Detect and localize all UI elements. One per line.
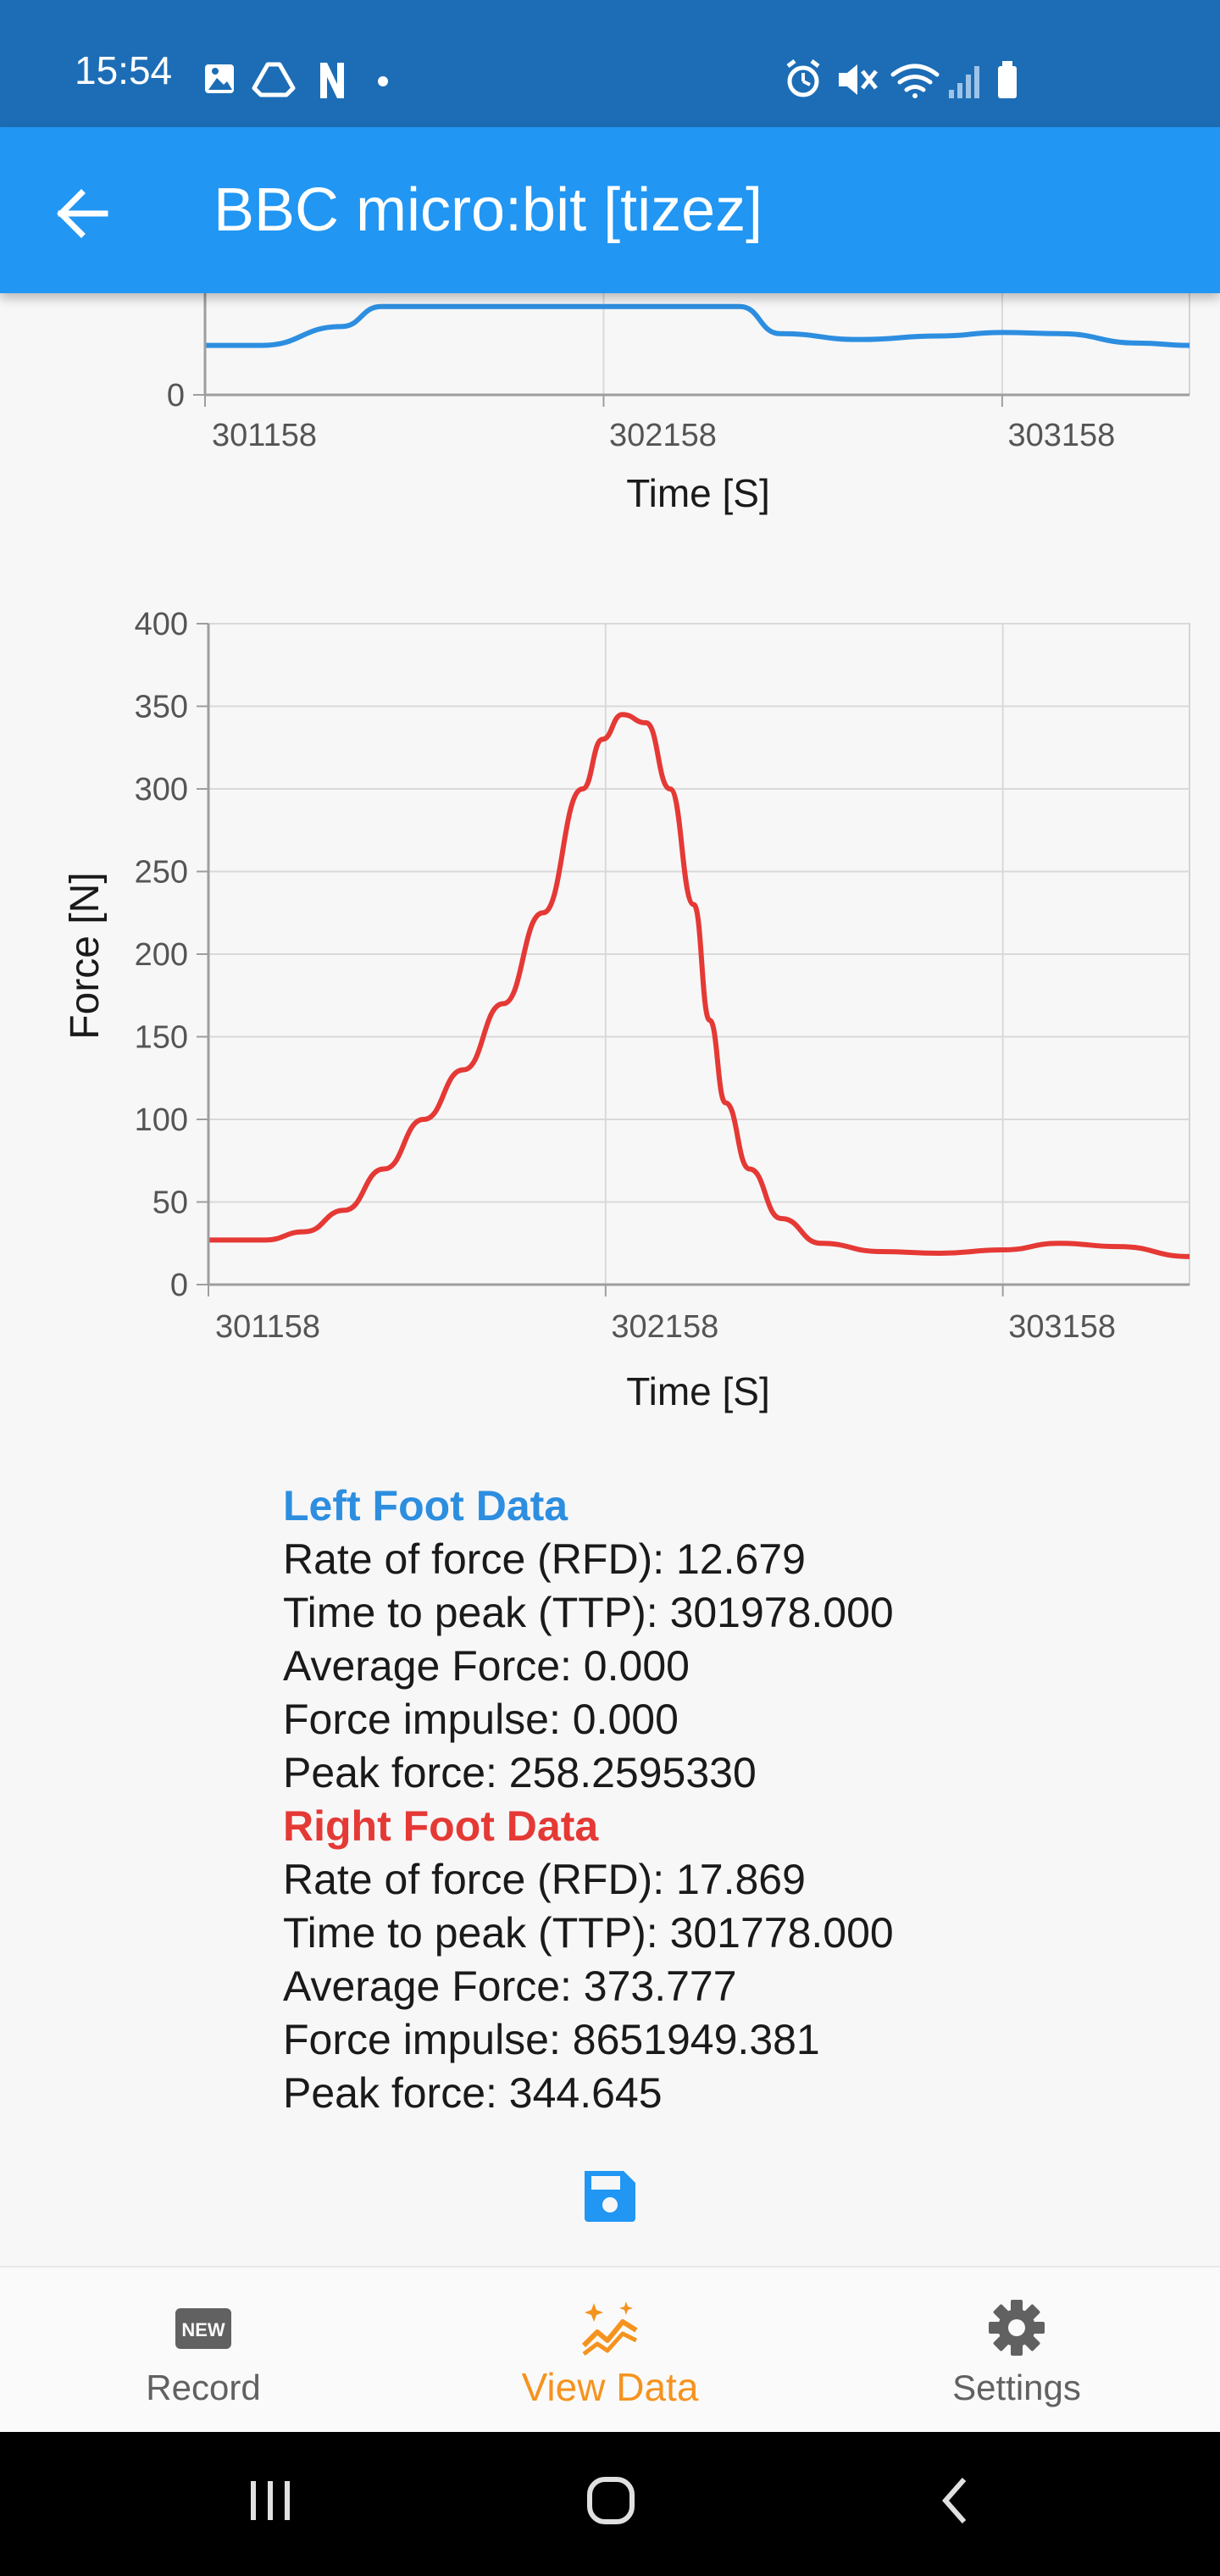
- right-average-force: Average Force: 373.777: [283, 1963, 737, 2010]
- back-button[interactable]: [49, 180, 117, 247]
- svg-text:NEW: NEW: [181, 2319, 225, 2340]
- status-right-icons: [786, 59, 1017, 98]
- nav-view-data[interactable]: View Data: [407, 2268, 813, 2434]
- left-ttp: Time to peak (TTP): 301978.000: [283, 1589, 894, 1636]
- status-time: 15:54: [75, 48, 173, 92]
- right-ttp: Time to peak (TTP): 301778.000: [283, 1909, 894, 1957]
- wifi-icon: [890, 64, 940, 98]
- nav-view-data-label: View Data: [521, 2365, 699, 2409]
- status-left-icons: [205, 62, 388, 98]
- left-foot-chart: 301158 302158 303158 0 Time [S]: [167, 280, 1190, 515]
- dot-icon: [378, 76, 388, 86]
- mute-icon: [839, 64, 878, 95]
- left-chart-ytick-label: 0: [167, 378, 185, 414]
- left-foot-heading: Left Foot Data: [283, 1482, 568, 1530]
- left-force-impulse: Force impulse: 0.000: [283, 1696, 679, 1743]
- left-chart-xtick-label: 302158: [609, 418, 717, 453]
- bottom-nav: NEW Record View Data: [0, 2266, 1220, 2434]
- right-chart-xtick-label: 302158: [611, 1309, 718, 1345]
- nav-settings-label: Settings: [952, 2368, 1081, 2407]
- right-chart-ytick-label: 0: [170, 1268, 188, 1303]
- right-foot-chart: 400 350 300 250 200 150 100 50 0 301158 302158 3031…: [63, 607, 1190, 1413]
- recent-apps-icon[interactable]: [251, 2481, 290, 2520]
- netflix-icon: [320, 63, 344, 98]
- status-bar: 15:54: [0, 0, 1220, 127]
- system-nav: [0, 2432, 1220, 2576]
- floppy-save-icon: [585, 2171, 635, 2222]
- right-chart-ytick-label: 350: [135, 690, 188, 725]
- right-chart-ytick-label: 200: [135, 937, 188, 973]
- right-foot-force-line: [208, 712, 1190, 1259]
- nav-record-label: Record: [146, 2368, 261, 2407]
- right-chart-ytick-label: 300: [135, 772, 188, 808]
- right-force-impulse: Force impulse: 8651949.381: [283, 2016, 820, 2063]
- home-icon[interactable]: [587, 2477, 635, 2524]
- right-chart-xlabel: Time [S]: [626, 1369, 770, 1413]
- left-rfd: Rate of force (RFD): 12.679: [283, 1535, 806, 1583]
- left-average-force: Average Force: 0.000: [283, 1642, 690, 1690]
- battery-icon: [998, 61, 1017, 98]
- right-peak-force: Peak force: 344.645: [283, 2069, 663, 2117]
- nav-settings[interactable]: Settings: [813, 2268, 1220, 2434]
- right-chart-ytick-label: 50: [152, 1185, 188, 1221]
- nav-record[interactable]: NEW Record: [0, 2268, 407, 2434]
- app-bar: BBC micro:bit [tizez]: [0, 127, 1220, 293]
- left-chart-xtick-label: 303158: [1007, 418, 1115, 453]
- left-chart-xtick-label: 301158: [212, 418, 317, 453]
- right-rfd: Rate of force (RFD): 17.869: [283, 1856, 806, 1903]
- image-icon: [205, 64, 234, 93]
- back-icon[interactable]: [942, 2478, 967, 2523]
- arrow-left-icon: [57, 189, 108, 238]
- right-chart-ytick-label: 100: [135, 1102, 188, 1138]
- right-chart-xtick-label: 303158: [1008, 1309, 1116, 1345]
- gear-icon: [989, 2300, 1045, 2356]
- right-chart-xtick-label: 301158: [215, 1309, 320, 1345]
- new-badge-icon: NEW: [175, 2308, 231, 2349]
- left-foot-force-line: [204, 303, 1190, 348]
- alarm-icon: [786, 59, 820, 97]
- chart-sparkle-icon: [581, 2301, 638, 2356]
- right-chart-ytick-label: 400: [135, 607, 188, 642]
- drive-icon: [252, 62, 296, 97]
- right-chart-ytick-label: 150: [135, 1020, 188, 1056]
- right-foot-heading: Right Foot Data: [283, 1802, 599, 1850]
- foot-stats: Left Foot Data Rate of force (RFD): 12.6…: [283, 1480, 894, 2120]
- left-chart-xlabel: Time [S]: [626, 471, 770, 515]
- left-peak-force: Peak force: 258.2595330: [283, 1749, 757, 1796]
- signal-icon: [949, 66, 979, 98]
- right-chart-ylabel: Force [N]: [63, 872, 108, 1039]
- save-button[interactable]: [580, 2166, 640, 2227]
- app-title: BBC micro:bit [tizez]: [214, 176, 763, 244]
- right-chart-ytick-label: 250: [135, 855, 188, 891]
